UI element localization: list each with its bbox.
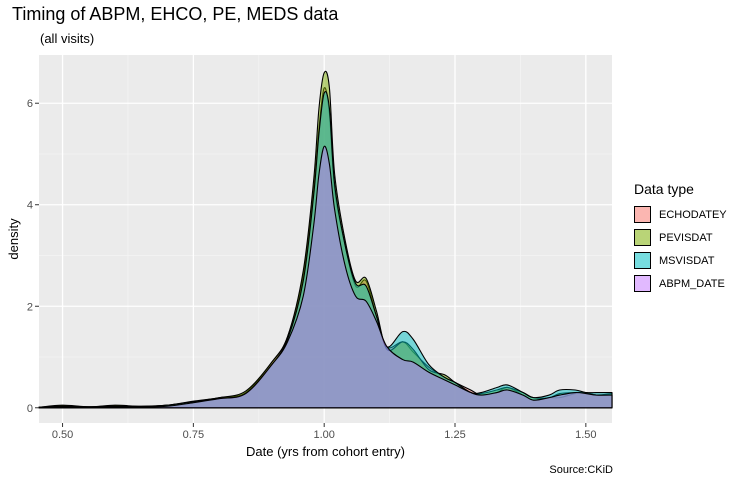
caption: Source:CKiD (549, 464, 613, 476)
chart-title: Timing of ABPM, EHCO, PE, MEDS data (12, 4, 339, 24)
legend-label: ECHODATEY (659, 208, 727, 221)
legend-key (634, 229, 651, 246)
y-tick-label: 0 (27, 403, 33, 415)
x-tick-label: 1.25 (444, 429, 465, 441)
x-tick-label: 1.00 (313, 429, 334, 441)
legend-key (634, 206, 651, 223)
legend-item-abpm-date: ABPM_DATE (634, 272, 727, 295)
x-tick-label: 0.50 (52, 429, 73, 441)
legend-key (634, 275, 651, 292)
legend-item-msvisdat: MSVISDAT (634, 249, 727, 272)
y-tick-label: 4 (27, 200, 33, 212)
legend: Data type ECHODATEY PEVISDAT MSVISDAT ABPM_… (634, 181, 727, 295)
legend-label: ABPM_DATE (659, 277, 725, 290)
x-tick-label: 1.50 (575, 429, 596, 441)
x-tick-label: 0.75 (183, 429, 204, 441)
x-axis: 0.50 0.75 1.00 1.25 1.50 (52, 423, 597, 441)
y-tick-label: 2 (27, 301, 33, 313)
legend-key (634, 252, 651, 269)
y-axis-label: density (6, 218, 21, 260)
chart-subtitle: (all visits) (40, 31, 95, 46)
legend-label: PEVISDAT (659, 231, 713, 244)
density-area-abpm-date (38, 145, 613, 409)
density-areas (38, 70, 613, 409)
legend-title: Data type (634, 181, 694, 197)
legend-items: ECHODATEY PEVISDAT MSVISDAT ABPM_DATE (634, 203, 727, 295)
y-tick-label: 6 (27, 98, 33, 110)
x-axis-label: Date (yrs from cohort entry) (246, 444, 405, 459)
legend-item-pevisdat: PEVISDAT (634, 226, 727, 249)
legend-item-echodatey: ECHODATEY (634, 203, 727, 226)
y-axis: 0 2 4 6 (27, 98, 39, 415)
legend-label: MSVISDAT (659, 254, 715, 267)
